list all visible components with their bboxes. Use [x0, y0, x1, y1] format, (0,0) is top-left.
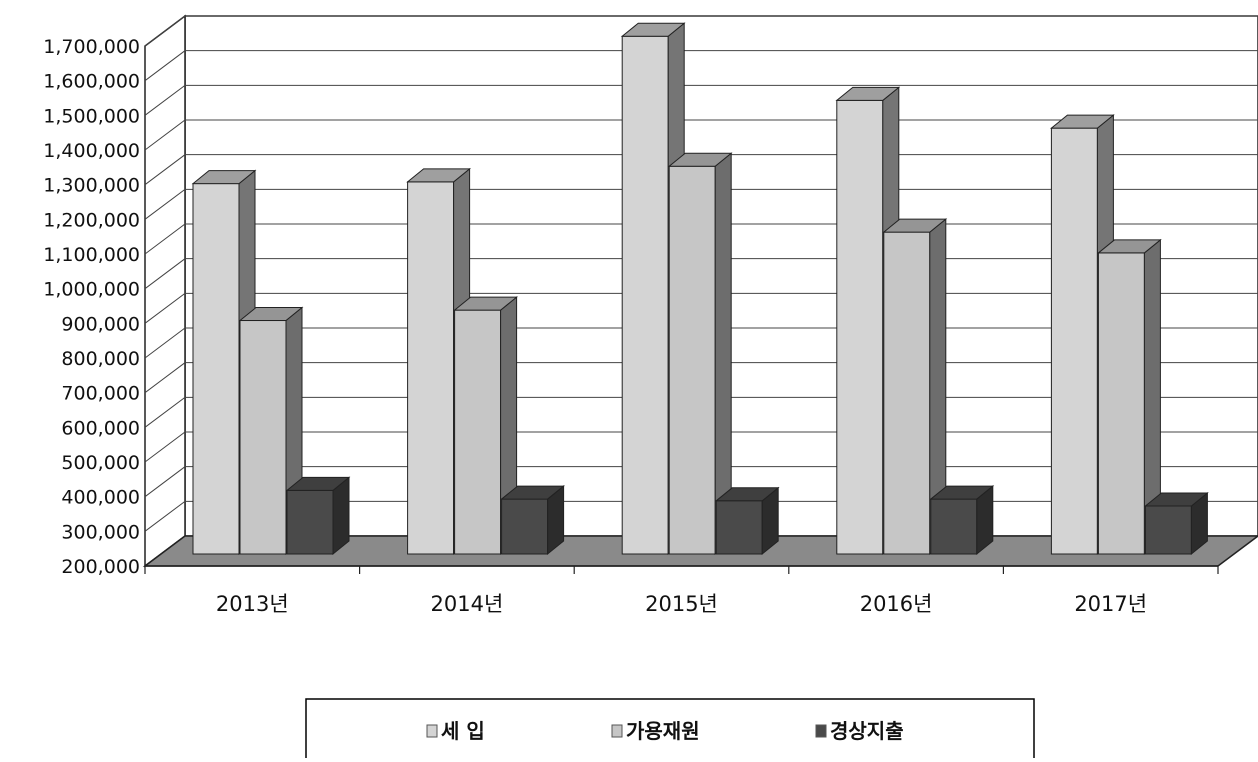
legend-label: 세 입	[441, 719, 485, 743]
bar-top	[835, 86, 901, 101]
bar-front	[501, 498, 549, 555]
bar	[667, 152, 733, 556]
bar-top	[238, 307, 304, 322]
bar-top	[1049, 114, 1115, 129]
x-tick-label: 2013년	[216, 592, 289, 616]
bar-top	[620, 22, 686, 37]
bar-top	[1143, 492, 1209, 507]
bar	[500, 485, 566, 556]
gridline	[144, 188, 1258, 220]
legend-item: 세 입	[426, 719, 485, 743]
bars-group	[191, 22, 1209, 556]
bar-front	[715, 500, 763, 555]
bar-front	[286, 489, 334, 555]
gridline	[144, 154, 1258, 186]
bar	[620, 22, 686, 556]
y-tick-label: 1,000,000	[43, 279, 140, 301]
legend: 세 입 가용재원 경상지출	[305, 698, 1035, 762]
y-tick-label: 600,000	[61, 417, 140, 439]
bar-front	[1097, 252, 1145, 555]
bar-top	[882, 218, 948, 233]
legend-swatch	[611, 724, 623, 738]
x-tick-label: 2014년	[431, 592, 504, 616]
y-tick-label: 900,000	[61, 313, 140, 335]
bar	[882, 218, 948, 556]
legend-item: 경상지출	[815, 719, 904, 743]
y-tick-label: 1,300,000	[43, 175, 140, 197]
bar-top	[285, 476, 351, 491]
bar-front	[668, 165, 716, 555]
x-axis-ticks: 2013년 2014년 2015년 2016년 2017년	[144, 565, 1219, 616]
gridline	[144, 50, 1258, 82]
x-tick-label: 2016년	[860, 592, 933, 616]
bar-front	[930, 498, 978, 555]
bar-front	[192, 183, 240, 555]
y-tick-label: 1,100,000	[43, 244, 140, 266]
bar-top	[667, 152, 733, 167]
bar-top	[929, 485, 995, 500]
bar-top	[406, 168, 472, 183]
bar	[1096, 238, 1162, 556]
legend-item: 가용재원	[611, 719, 700, 743]
x-tick-label: 2015년	[645, 592, 718, 616]
bar-front	[883, 231, 931, 555]
side-wall	[144, 14, 186, 568]
legend-swatch	[426, 724, 438, 738]
bar-front	[836, 99, 884, 555]
bar-front	[239, 320, 287, 555]
y-tick-label: 300,000	[61, 521, 140, 543]
bar-top	[714, 487, 780, 502]
bar	[929, 485, 995, 556]
x-tick-label: 2017년	[1074, 592, 1147, 616]
bar-front	[1144, 505, 1192, 555]
y-tick-label: 1,400,000	[43, 140, 140, 162]
bar-top	[191, 170, 257, 185]
bar-top	[500, 485, 566, 500]
gridline	[144, 84, 1258, 116]
bar-front	[621, 35, 669, 555]
bar-front	[407, 181, 455, 555]
gridline	[144, 119, 1258, 151]
bar	[285, 476, 351, 556]
bar	[1143, 491, 1209, 556]
y-tick-label: 1,500,000	[43, 105, 140, 127]
bar	[714, 486, 780, 556]
y-tick-label: 800,000	[61, 348, 140, 370]
legend-label: 경상지출	[830, 719, 904, 743]
y-tick-label: 1,600,000	[43, 71, 140, 93]
bar-front	[1050, 127, 1098, 555]
gridline	[144, 15, 1258, 47]
y-tick-label: 200,000	[61, 556, 140, 578]
legend-label: 가용재원	[626, 719, 700, 743]
bar-top	[453, 296, 519, 311]
y-tick-label: 1,200,000	[43, 209, 140, 231]
y-axis-ticks: 200,000 300,000 400,000 500,000 600,000 700,0…	[43, 36, 140, 578]
bar-front	[454, 309, 502, 555]
y-tick-label: 1,700,000	[43, 36, 140, 58]
bar	[453, 296, 519, 556]
y-tick-label: 500,000	[61, 452, 140, 474]
y-tick-label: 700,000	[61, 383, 140, 405]
y-tick-label: 400,000	[61, 487, 140, 509]
bar-top	[1096, 239, 1162, 254]
legend-swatch	[815, 724, 827, 738]
